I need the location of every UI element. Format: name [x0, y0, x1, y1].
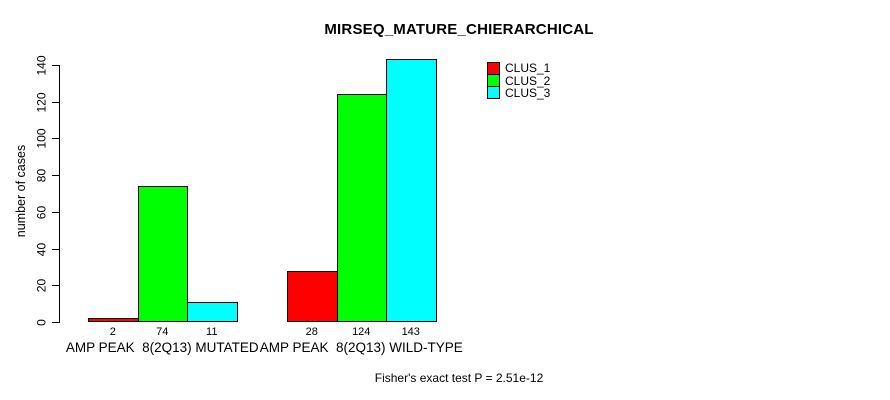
chart-title: MIRSEQ_MATURE_CHIERARCHICAL — [324, 21, 594, 38]
legend-label: CLUS_2 — [505, 73, 551, 88]
bar-value-label: 124 — [352, 326, 371, 338]
bar-value-label: 2 — [109, 326, 116, 338]
y-axis-tick-label: 0 — [34, 319, 49, 326]
y-axis-tick-label: 80 — [34, 168, 49, 183]
bar-value-label: 28 — [305, 326, 318, 338]
y-axis-tick — [52, 212, 59, 213]
y-axis — [59, 65, 60, 323]
legend-item-clus_3: CLUS_3 — [487, 85, 551, 100]
y-axis-tick — [52, 175, 59, 176]
legend-label: CLUS_1 — [505, 61, 551, 76]
y-axis-tick — [52, 102, 59, 103]
y-axis-tick — [52, 138, 59, 139]
y-axis-tick — [52, 285, 59, 286]
legend-swatch — [487, 74, 500, 88]
y-axis-tick-label: 120 — [34, 92, 49, 113]
bar-clus_3-group2 — [386, 59, 437, 322]
legend-label: CLUS_3 — [505, 85, 551, 100]
bar-clus_1-group1 — [88, 318, 139, 322]
y-axis-tick-label: 100 — [34, 128, 49, 149]
bar-clus_3-group1 — [187, 302, 238, 322]
legend-item-clus_2: CLUS_2 — [487, 73, 551, 88]
legend-swatch — [487, 86, 500, 100]
y-axis-tick-label: 60 — [34, 205, 49, 220]
bar-value-label: 74 — [156, 326, 169, 338]
x-axis-group-label: AMP PEAK 8(2Q13) WILD-TYPE — [259, 340, 463, 355]
y-axis-tick-label: 20 — [34, 278, 49, 293]
y-axis-tick — [52, 65, 59, 66]
bar-clus_1-group2 — [287, 271, 338, 322]
bar-clus_2-group2 — [336, 94, 387, 322]
legend-swatch — [487, 61, 500, 75]
bar-value-label: 143 — [401, 326, 420, 338]
legend-item-clus_1: CLUS_1 — [487, 61, 551, 76]
legend: CLUS_1 CLUS_2 CLUS_3 — [487, 61, 551, 100]
bar-clus_2-group1 — [137, 186, 188, 322]
annotation-text: Fisher's exact test P = 2.51e-12 — [374, 371, 544, 385]
y-axis-tick-label: 140 — [34, 55, 49, 76]
y-axis-tick-label: 40 — [34, 242, 49, 257]
x-axis-group-label: AMP PEAK 8(2Q13) MUTATED — [65, 340, 259, 355]
bar-value-label: 11 — [206, 326, 218, 338]
y-axis-tick — [52, 249, 59, 250]
y-axis-tick — [52, 322, 59, 323]
y-axis-label: number of cases — [14, 144, 28, 238]
